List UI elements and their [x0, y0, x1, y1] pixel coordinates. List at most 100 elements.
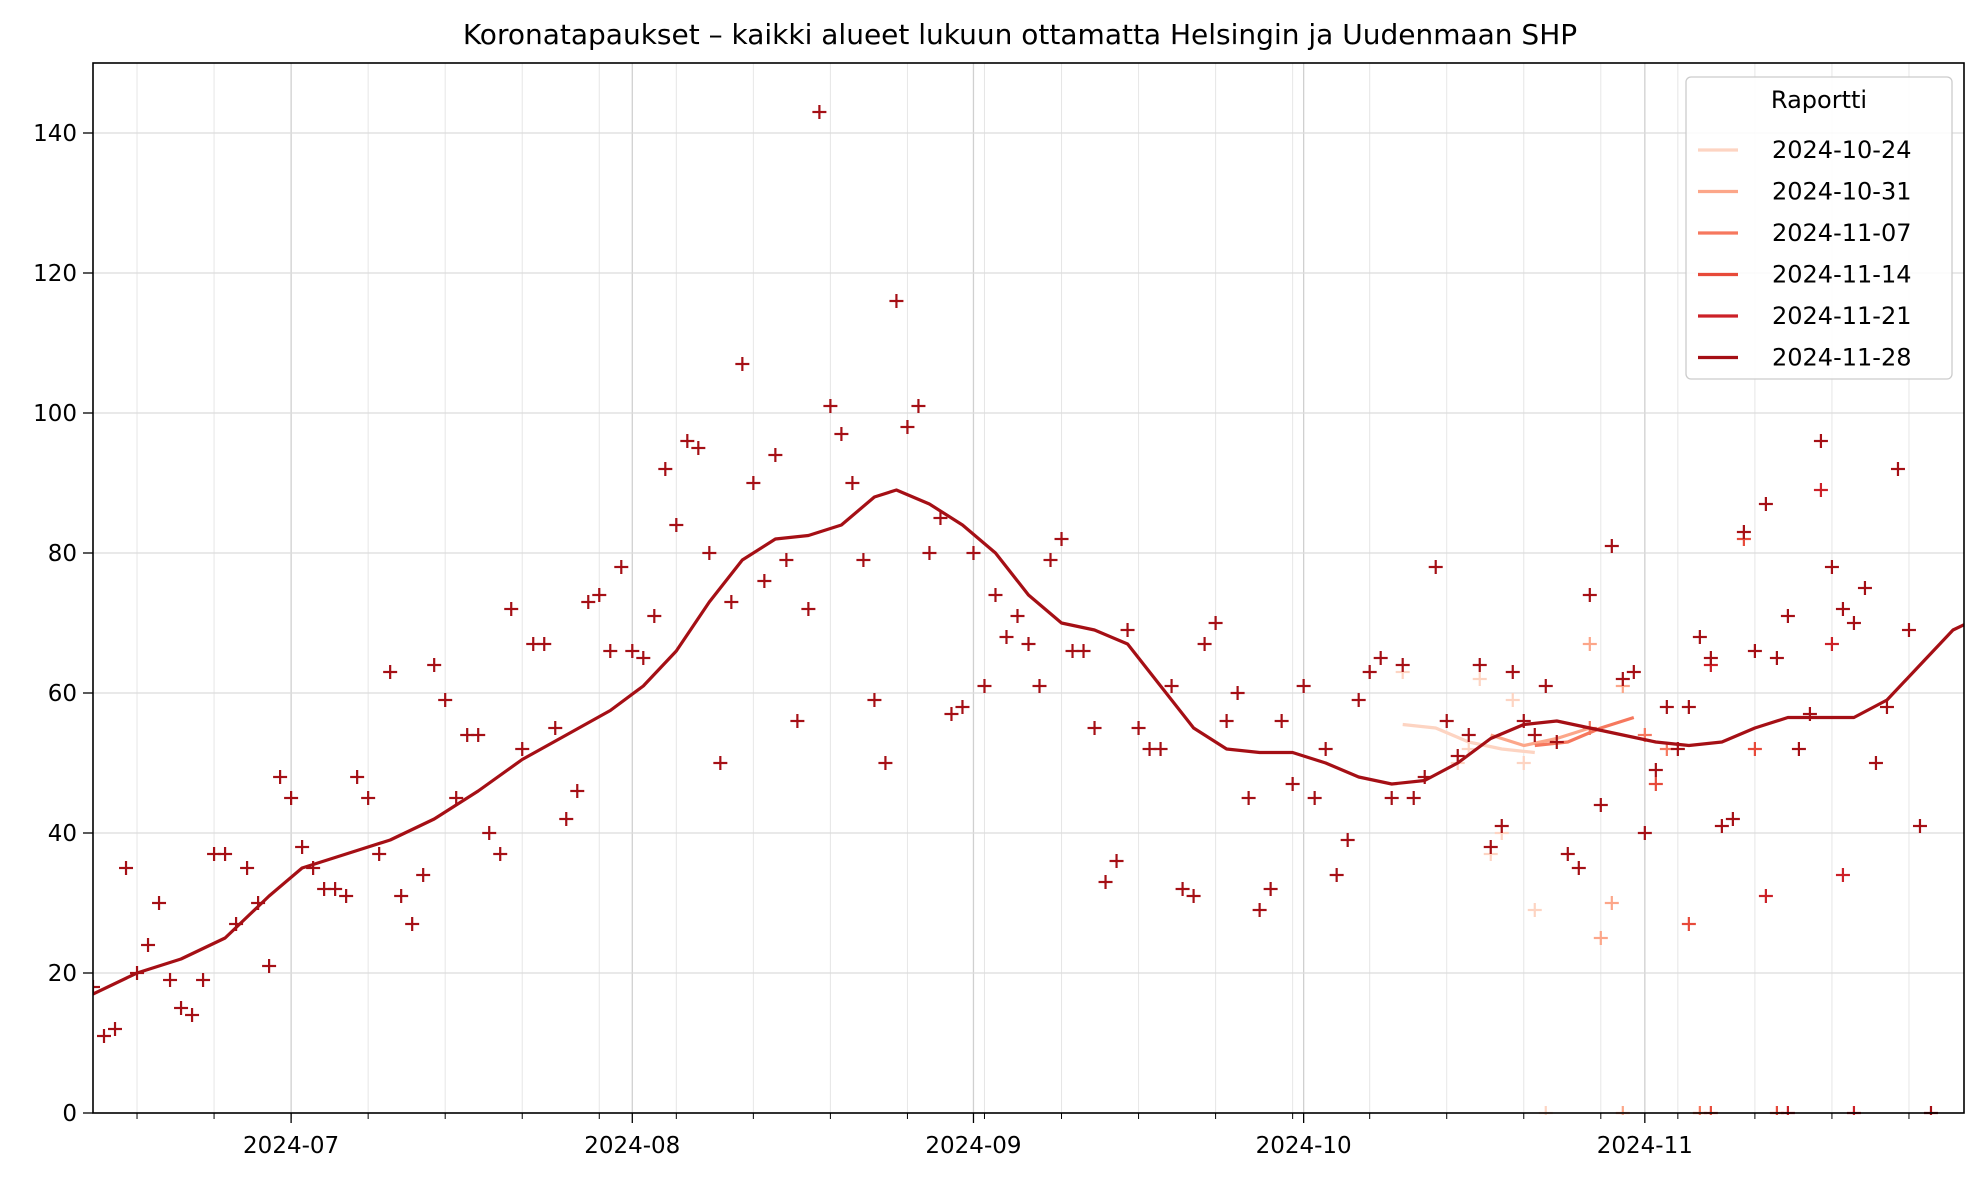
- data-point: [691, 441, 706, 455]
- data-point: [1098, 875, 1113, 889]
- data-point: [174, 1001, 189, 1015]
- data-point: [273, 770, 288, 784]
- data-point: [1395, 658, 1410, 672]
- data-point: [1274, 714, 1289, 728]
- data-point: [878, 756, 893, 770]
- data-point: [1813, 434, 1828, 448]
- data-point: [1868, 756, 1883, 770]
- data-point: [746, 476, 761, 490]
- data-point: [1791, 742, 1806, 756]
- y-tick-label: 140: [33, 121, 77, 147]
- data-point: [845, 476, 860, 490]
- data-point: [1725, 812, 1740, 826]
- data-point: [1593, 931, 1608, 945]
- data-point: [823, 399, 838, 413]
- data-point: [108, 1022, 123, 1036]
- data-point: [1406, 791, 1421, 805]
- legend-entry: 2024-11-21: [1772, 302, 1911, 330]
- data-point: [504, 602, 519, 616]
- series-layer: [93, 105, 1964, 1115]
- data-point: [1857, 581, 1872, 595]
- data-point: [93, 980, 100, 994]
- data-point: [1582, 637, 1597, 651]
- data-point: [1285, 777, 1300, 791]
- y-tick-label: 40: [48, 821, 77, 847]
- data-point: [1483, 840, 1498, 854]
- data-point: [570, 784, 585, 798]
- data-point: [1131, 721, 1146, 735]
- data-point: [1439, 714, 1454, 728]
- data-point: [141, 938, 156, 952]
- data-point: [702, 546, 717, 560]
- data-point: [416, 868, 431, 882]
- data-point: [1912, 819, 1927, 833]
- data-point: [251, 896, 266, 910]
- y-tick-label: 100: [33, 401, 77, 427]
- data-point: [218, 847, 233, 861]
- data-point: [306, 861, 321, 875]
- data-point: [1472, 658, 1487, 672]
- x-tick-label: 2024-10: [1256, 1133, 1352, 1159]
- data-point: [1450, 749, 1465, 763]
- data-point: [559, 812, 574, 826]
- data-point: [229, 917, 244, 931]
- data-point: [284, 791, 299, 805]
- data-point: [1164, 679, 1179, 693]
- data-point: [1879, 700, 1894, 714]
- data-point: [1318, 742, 1333, 756]
- data-point: [1208, 616, 1223, 630]
- data-point: [1054, 532, 1069, 546]
- data-point: [1010, 609, 1025, 623]
- data-point: [1186, 889, 1201, 903]
- y-tick-label: 120: [33, 261, 77, 287]
- data-point: [988, 588, 1003, 602]
- data-point: [1384, 791, 1399, 805]
- data-point: [669, 518, 684, 532]
- data-point: [537, 637, 552, 651]
- data-point: [1813, 483, 1828, 497]
- data-point: [647, 609, 662, 623]
- trend-line-2024-11-07: [1534, 715, 1635, 748]
- data-point: [1736, 525, 1751, 539]
- legend-entry: 2024-11-07: [1772, 219, 1911, 247]
- data-point: [790, 714, 805, 728]
- data-point: [1263, 882, 1278, 896]
- legend-entry: 2024-11-28: [1772, 344, 1911, 372]
- data-point: [966, 546, 981, 560]
- series-2024-11-28: [93, 105, 1964, 1115]
- data-point: [1175, 882, 1190, 896]
- data-point: [1846, 616, 1861, 630]
- y-tick-label: 60: [48, 681, 77, 707]
- data-point: [1527, 903, 1542, 917]
- legend-box: [1685, 76, 1953, 380]
- data-point: [328, 882, 343, 896]
- data-point: [933, 511, 948, 525]
- data-point: [493, 847, 508, 861]
- data-point: [295, 840, 310, 854]
- data-point: [768, 448, 783, 462]
- data-point: [1219, 714, 1234, 728]
- legend-entry: 2024-11-14: [1772, 261, 1911, 289]
- data-point: [1087, 721, 1102, 735]
- data-point: [812, 105, 827, 119]
- data-point: [889, 294, 904, 308]
- data-point: [240, 861, 255, 875]
- data-point: [922, 546, 937, 560]
- data-point: [1153, 742, 1168, 756]
- data-point: [1516, 756, 1531, 770]
- axis-layer: 2024-07 2024-08 2024-09 2024-10 2024-11 0 20 40…: [33, 121, 1910, 1159]
- data-point: [1593, 798, 1608, 812]
- data-point: [1120, 623, 1135, 637]
- data-point: [1505, 693, 1520, 707]
- data-point: [1659, 700, 1674, 714]
- data-point: [130, 966, 145, 980]
- data-point: [1648, 763, 1663, 777]
- data-point: [361, 791, 376, 805]
- data-point: [680, 434, 695, 448]
- data-point: [1670, 742, 1685, 756]
- data-point: [350, 770, 365, 784]
- data-point: [482, 826, 497, 840]
- data-point: [1758, 889, 1773, 903]
- data-point: [834, 427, 849, 441]
